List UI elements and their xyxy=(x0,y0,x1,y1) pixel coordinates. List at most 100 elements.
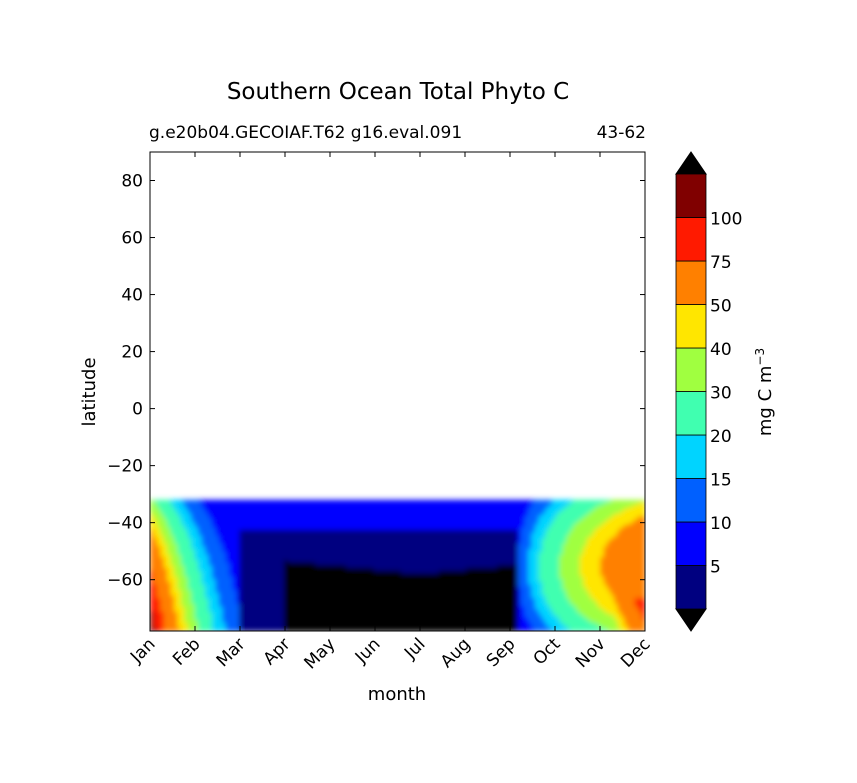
field-cell xyxy=(222,499,227,504)
field-cell xyxy=(304,524,309,528)
field-cell xyxy=(167,529,172,534)
field-cell xyxy=(211,573,216,577)
field-cell xyxy=(325,508,330,512)
field-cell xyxy=(366,579,371,583)
field-cell xyxy=(167,535,172,539)
field-cell xyxy=(366,562,371,567)
field-cell xyxy=(339,524,344,528)
field-cell xyxy=(205,532,210,536)
field-cell xyxy=(232,524,237,528)
field-cell xyxy=(311,518,316,523)
field-cell xyxy=(332,524,337,528)
field-cell xyxy=(150,510,155,515)
field-cell xyxy=(493,557,498,561)
field-cell xyxy=(373,573,378,577)
field-cell xyxy=(229,546,234,550)
field-cell xyxy=(400,499,405,504)
field-cell xyxy=(641,551,645,556)
field-cell xyxy=(156,554,161,558)
field-cell xyxy=(452,505,457,509)
field-cell xyxy=(579,529,584,534)
field-cell xyxy=(370,499,375,504)
field-cell xyxy=(160,499,165,504)
field-cell xyxy=(201,576,206,580)
field-cell xyxy=(638,508,643,512)
field-cell xyxy=(229,527,234,531)
field-cell xyxy=(318,592,323,597)
field-cell xyxy=(445,559,450,564)
field-cell xyxy=(352,559,357,564)
field-cell xyxy=(153,562,158,567)
field-cell xyxy=(394,554,399,558)
field-cell xyxy=(486,510,491,515)
field-cell xyxy=(476,510,481,515)
field-cell xyxy=(201,543,206,547)
field-cell xyxy=(160,554,165,558)
field-cell xyxy=(383,546,388,550)
field-cell xyxy=(497,568,502,572)
field-cell xyxy=(486,546,491,550)
field-cell xyxy=(638,524,643,528)
field-cell xyxy=(311,573,316,577)
field-cell xyxy=(308,540,313,545)
field-cell xyxy=(504,502,509,506)
field-cell xyxy=(177,518,182,523)
field-cell xyxy=(607,505,612,509)
field-cell xyxy=(562,535,567,539)
field-cell xyxy=(569,543,574,547)
field-cell xyxy=(620,508,625,512)
field-cell xyxy=(390,590,395,594)
field-cell xyxy=(603,551,608,556)
field-cell xyxy=(572,565,577,569)
field-cell xyxy=(294,502,299,506)
field-cell xyxy=(555,543,560,547)
field-cell xyxy=(156,573,161,577)
field-cell xyxy=(253,543,258,547)
field-cell xyxy=(163,527,168,531)
field-cell xyxy=(297,502,302,506)
field-cell xyxy=(235,573,240,577)
field-cell xyxy=(363,557,368,561)
field-cell xyxy=(304,554,309,558)
field-cell xyxy=(414,532,419,536)
field-cell xyxy=(552,508,557,512)
field-cell xyxy=(256,546,261,550)
field-cell xyxy=(308,505,313,509)
field-cell xyxy=(538,554,543,558)
field-cell xyxy=(273,565,278,569)
field-cell xyxy=(480,549,485,553)
field-cell xyxy=(600,549,605,553)
field-cell xyxy=(229,502,234,506)
field-cell xyxy=(428,527,433,531)
field-cell xyxy=(507,546,512,550)
field-cell xyxy=(325,565,330,569)
field-cell xyxy=(476,551,481,556)
field-cell xyxy=(555,521,560,526)
field-cell xyxy=(452,562,457,567)
field-cell xyxy=(462,554,467,558)
field-cell xyxy=(504,559,509,564)
field-cell xyxy=(610,508,615,512)
field-cell xyxy=(394,584,399,588)
field-cell xyxy=(545,590,550,594)
field-cell xyxy=(490,521,495,526)
field-cell xyxy=(596,535,601,539)
field-cell xyxy=(229,557,234,561)
field-cell xyxy=(150,570,155,575)
field-cell xyxy=(387,527,392,531)
field-cell xyxy=(411,565,416,569)
field-cell xyxy=(232,549,237,553)
field-cell xyxy=(565,581,570,586)
field-cell xyxy=(363,592,368,597)
field-cell xyxy=(380,562,385,567)
field-cell xyxy=(531,508,536,512)
field-cell xyxy=(583,505,588,509)
field-cell xyxy=(565,579,570,583)
field-cell xyxy=(445,535,450,539)
field-cell xyxy=(504,518,509,523)
field-cell xyxy=(376,592,381,597)
field-cell xyxy=(486,502,491,506)
field-cell xyxy=(428,543,433,547)
field-cell xyxy=(445,576,450,580)
field-cell xyxy=(524,570,529,575)
